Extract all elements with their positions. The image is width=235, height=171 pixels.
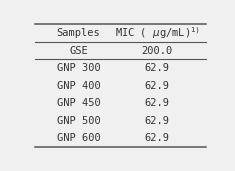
- Text: MIC ( $\mu$g/mL)$^{1)}$: MIC ( $\mu$g/mL)$^{1)}$: [115, 25, 199, 41]
- Text: 62.9: 62.9: [144, 98, 169, 108]
- Text: 62.9: 62.9: [144, 116, 169, 126]
- Text: GNP 300: GNP 300: [57, 63, 100, 73]
- Text: GNP 400: GNP 400: [57, 81, 100, 91]
- Text: GNP 600: GNP 600: [57, 133, 100, 143]
- Text: 62.9: 62.9: [144, 133, 169, 143]
- Text: 62.9: 62.9: [144, 63, 169, 73]
- Text: GSE: GSE: [69, 46, 88, 56]
- Text: GNP 450: GNP 450: [57, 98, 100, 108]
- Text: 62.9: 62.9: [144, 81, 169, 91]
- Text: GNP 500: GNP 500: [57, 116, 100, 126]
- Text: Samples: Samples: [57, 28, 100, 38]
- Text: 200.0: 200.0: [141, 46, 172, 56]
